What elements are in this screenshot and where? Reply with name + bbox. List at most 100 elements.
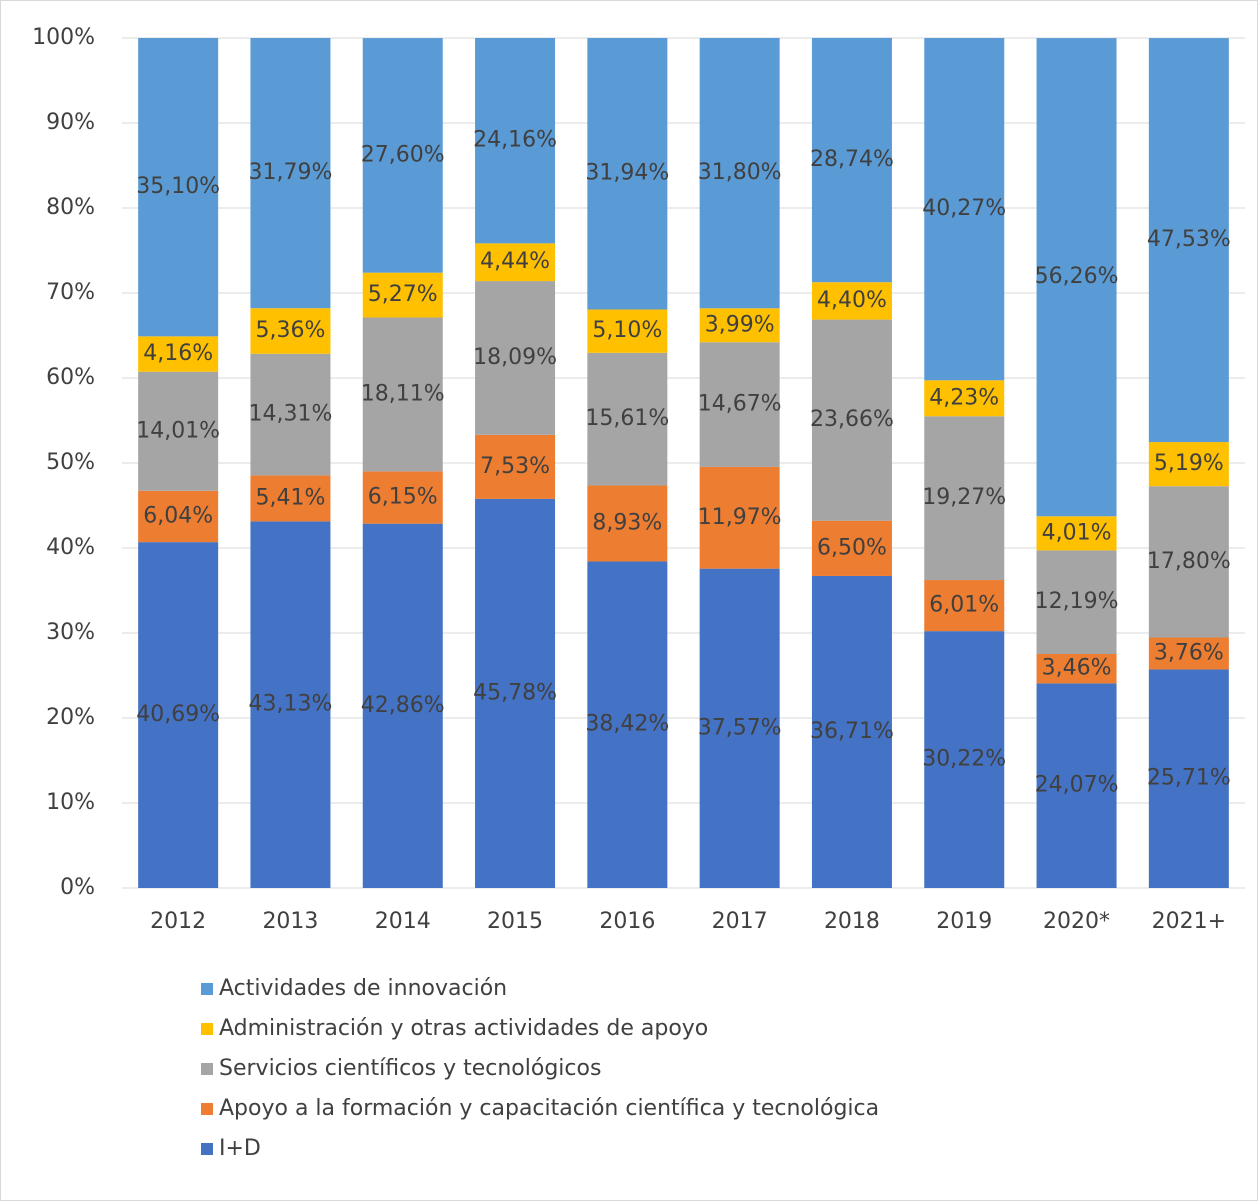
data-label: 4,16% — [143, 341, 213, 366]
bar-segment — [1036, 683, 1117, 888]
x-tick-label: 2012 — [150, 909, 206, 934]
legend-swatch — [201, 1143, 213, 1155]
x-tick-label: 2018 — [824, 909, 880, 934]
data-label: 3,76% — [1154, 640, 1224, 665]
bar-segment — [811, 37, 892, 283]
data-label: 12,19% — [1035, 589, 1119, 614]
data-label: 47,53% — [1147, 227, 1231, 252]
y-tick-label: 40% — [46, 535, 95, 560]
bar-segment — [924, 380, 1005, 417]
data-label: 5,36% — [256, 318, 326, 343]
data-label: 42,86% — [361, 693, 445, 718]
legend-swatch — [201, 1103, 213, 1115]
x-tick-label: 2019 — [936, 909, 992, 934]
bar-segment — [475, 38, 556, 244]
bar-segment — [1148, 637, 1229, 670]
x-tick-label: 2021+ — [1152, 909, 1226, 934]
bar-segment — [475, 281, 556, 435]
data-label: 31,79% — [249, 160, 333, 185]
bar-segment — [362, 523, 443, 888]
bar-segment — [587, 352, 668, 486]
legend-label: Administración y otras actividades de ap… — [219, 1016, 708, 1041]
legend-label: Actividades de innovación — [219, 976, 507, 1001]
data-label: 24,07% — [1035, 773, 1119, 798]
y-tick-label: 60% — [46, 365, 95, 390]
x-tick-label: 2015 — [487, 909, 543, 934]
data-label: 4,40% — [817, 288, 887, 313]
bar-segment — [138, 542, 219, 888]
bar-segment — [138, 336, 219, 372]
data-label: 18,09% — [473, 345, 557, 370]
data-label: 25,71% — [1147, 766, 1231, 791]
bar-segment — [138, 371, 219, 491]
x-tick-label: 2020* — [1043, 909, 1110, 934]
data-label: 40,69% — [136, 702, 220, 727]
bar-segment — [587, 561, 668, 888]
data-label: 31,94% — [585, 161, 669, 186]
data-label: 5,10% — [592, 318, 662, 343]
bar-segment — [138, 490, 219, 543]
y-tick-label: 50% — [46, 450, 95, 475]
bar-segment — [924, 631, 1005, 888]
data-label: 5,41% — [256, 485, 326, 510]
x-tick-label: 2014 — [375, 909, 431, 934]
bar-segment — [475, 243, 556, 282]
bar-segment — [924, 38, 1005, 381]
bar-segment — [250, 353, 331, 476]
y-tick-label: 0% — [60, 875, 95, 900]
data-label: 4,44% — [480, 249, 550, 274]
bar-segment — [1036, 550, 1117, 654]
y-tick-label: 10% — [46, 790, 95, 815]
bar-segment — [1036, 516, 1117, 551]
data-label: 6,15% — [368, 485, 438, 510]
data-label: 35,10% — [136, 174, 220, 199]
bar-segment — [699, 308, 780, 343]
data-label: 15,61% — [585, 406, 669, 431]
data-label: 30,22% — [922, 747, 1006, 772]
data-label: 28,74% — [810, 147, 894, 172]
bar-segment — [699, 466, 780, 569]
data-label: 7,53% — [480, 454, 550, 479]
bar-segment — [811, 282, 892, 320]
bar-segment — [1036, 38, 1117, 517]
data-label: 3,46% — [1042, 656, 1112, 681]
bar-segment — [699, 38, 780, 309]
data-label: 3,99% — [705, 312, 775, 337]
legend-swatch — [201, 1063, 213, 1075]
data-label: 24,16% — [473, 128, 557, 153]
data-label: 19,27% — [922, 485, 1006, 510]
data-label: 45,78% — [473, 680, 557, 705]
bar-segment — [250, 308, 331, 354]
y-tick-label: 20% — [46, 705, 95, 730]
legend-label: I+D — [219, 1136, 261, 1161]
data-label: 38,42% — [585, 712, 669, 737]
bar-segment — [1148, 669, 1229, 888]
bar-segment — [250, 38, 331, 309]
data-label: 14,31% — [249, 402, 333, 427]
bar-segment — [250, 521, 331, 888]
data-label: 11,97% — [698, 505, 782, 530]
data-label: 43,13% — [249, 692, 333, 717]
data-label: 8,93% — [592, 510, 662, 535]
bar-segment — [362, 38, 443, 273]
bar-segment — [811, 520, 892, 576]
y-tick-label: 90% — [46, 110, 95, 135]
bar-segment — [362, 471, 443, 524]
bar-segment — [924, 580, 1005, 632]
y-tick-label: 80% — [46, 195, 95, 220]
data-label: 17,80% — [1147, 549, 1231, 574]
data-label: 6,50% — [817, 535, 887, 560]
y-tick-label: 30% — [46, 620, 95, 645]
bar-segment — [1148, 38, 1229, 443]
y-tick-label: 70% — [46, 280, 95, 305]
data-label: 36,71% — [810, 719, 894, 744]
bar-segment — [587, 309, 668, 353]
data-label: 14,01% — [136, 418, 220, 443]
bar-segment — [699, 568, 780, 888]
data-label: 14,67% — [698, 392, 782, 417]
data-label: 27,60% — [361, 142, 445, 167]
data-label: 40,27% — [922, 196, 1006, 221]
bar-segment — [811, 575, 892, 888]
bar-segment — [475, 498, 556, 888]
